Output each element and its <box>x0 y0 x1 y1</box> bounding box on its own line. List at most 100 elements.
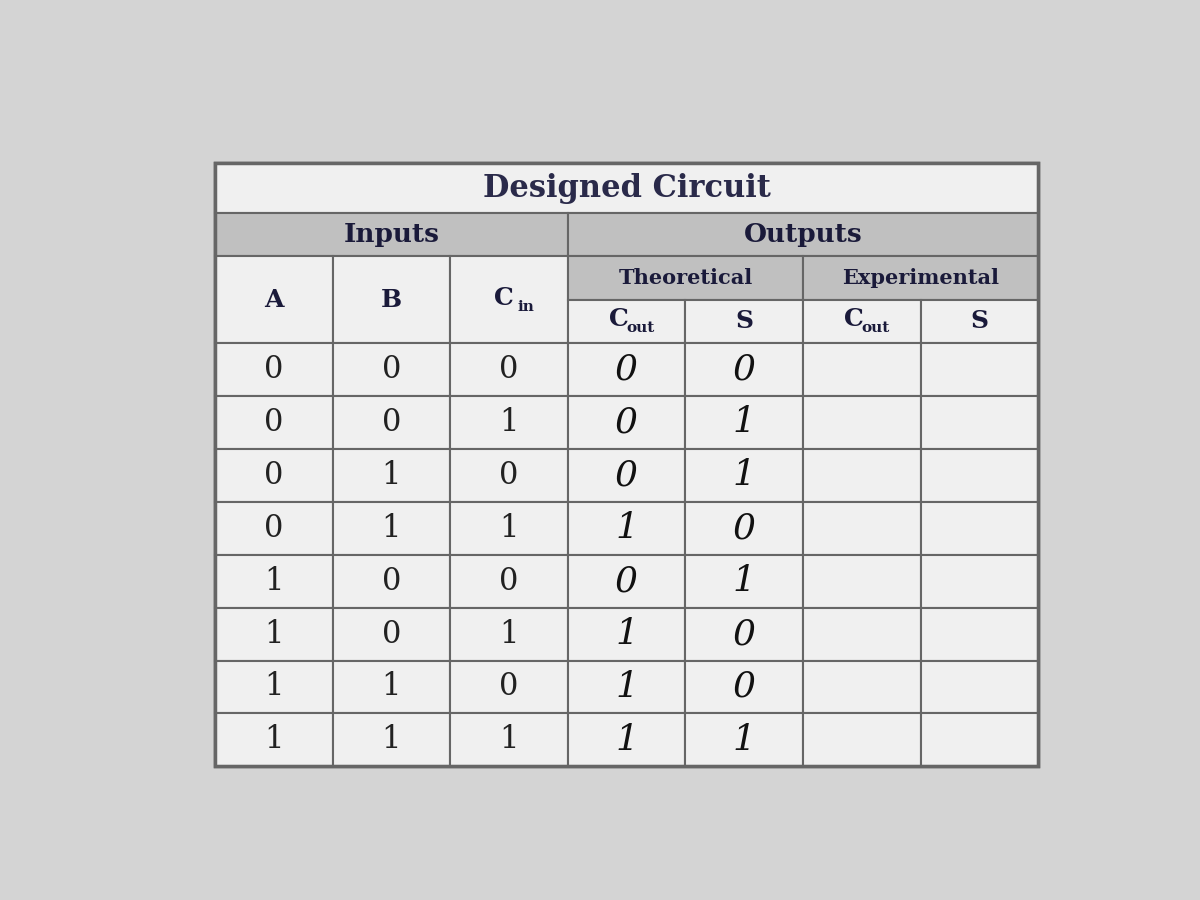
Bar <box>215 396 332 449</box>
Bar <box>450 714 568 767</box>
Text: 1: 1 <box>499 407 518 438</box>
Text: 0: 0 <box>616 564 638 598</box>
Bar <box>803 554 920 608</box>
Text: 0: 0 <box>733 511 756 545</box>
Text: Theoretical: Theoretical <box>618 268 752 288</box>
Bar <box>568 661 685 714</box>
Text: 1: 1 <box>382 724 401 755</box>
Text: 1: 1 <box>616 670 638 704</box>
Bar <box>332 343 450 396</box>
Bar <box>803 256 1038 300</box>
Bar <box>685 343 803 396</box>
Bar <box>215 608 332 661</box>
Bar <box>685 396 803 449</box>
Text: C: C <box>610 307 629 331</box>
Bar <box>215 343 332 396</box>
Text: out: out <box>626 321 655 336</box>
Bar <box>568 300 685 343</box>
Text: in: in <box>517 300 534 313</box>
Bar <box>332 449 450 502</box>
Text: 1: 1 <box>499 513 518 544</box>
Text: 0: 0 <box>499 566 518 597</box>
Text: C: C <box>845 307 864 331</box>
Bar <box>568 396 685 449</box>
Text: Designed Circuit: Designed Circuit <box>482 173 770 203</box>
Bar <box>215 164 1038 766</box>
Bar <box>803 300 920 343</box>
Bar <box>803 714 920 767</box>
Bar <box>215 164 1038 767</box>
Text: 0: 0 <box>616 353 638 387</box>
Bar <box>685 714 803 767</box>
Text: 1: 1 <box>733 458 756 492</box>
Text: 0: 0 <box>733 670 756 704</box>
Bar <box>803 608 920 661</box>
Text: 0: 0 <box>382 407 401 438</box>
Text: 0: 0 <box>264 513 283 544</box>
Bar <box>332 714 450 767</box>
Text: 0: 0 <box>264 354 283 385</box>
Text: 0: 0 <box>616 458 638 492</box>
Bar <box>920 661 1038 714</box>
Bar <box>332 396 450 449</box>
Bar <box>332 554 450 608</box>
Bar <box>450 256 568 343</box>
Text: 1: 1 <box>264 671 283 703</box>
Bar <box>803 343 920 396</box>
Text: 1: 1 <box>382 513 401 544</box>
Bar <box>332 502 450 554</box>
Text: Inputs: Inputs <box>343 222 439 248</box>
Bar <box>215 661 332 714</box>
Text: 1: 1 <box>499 724 518 755</box>
Bar <box>920 396 1038 449</box>
Text: 1: 1 <box>616 511 638 545</box>
Text: S: S <box>971 310 989 333</box>
Text: 0: 0 <box>264 407 283 438</box>
Text: 0: 0 <box>382 354 401 385</box>
Bar <box>450 554 568 608</box>
Text: B: B <box>380 288 402 311</box>
Bar <box>803 449 920 502</box>
Bar <box>450 449 568 502</box>
Bar <box>215 502 332 554</box>
Bar <box>450 502 568 554</box>
Bar <box>685 554 803 608</box>
Bar <box>568 256 803 300</box>
Text: 0: 0 <box>733 617 756 651</box>
Text: 1: 1 <box>733 564 756 598</box>
Bar <box>920 608 1038 661</box>
Text: out: out <box>862 321 890 336</box>
Bar <box>568 213 1038 256</box>
Bar <box>568 502 685 554</box>
Bar <box>215 714 332 767</box>
Bar <box>920 343 1038 396</box>
Bar <box>685 502 803 554</box>
Bar <box>450 343 568 396</box>
Text: 1: 1 <box>733 723 756 757</box>
Bar <box>920 554 1038 608</box>
Text: Outputs: Outputs <box>744 222 863 248</box>
Text: 1: 1 <box>382 460 401 491</box>
Text: 0: 0 <box>382 566 401 597</box>
Text: 1: 1 <box>382 671 401 703</box>
Text: 1: 1 <box>264 566 283 597</box>
Bar <box>215 554 332 608</box>
Text: S: S <box>736 310 754 333</box>
Text: 1: 1 <box>264 618 283 650</box>
Bar <box>332 256 450 343</box>
Text: 1: 1 <box>499 618 518 650</box>
Text: 0: 0 <box>499 354 518 385</box>
Text: 0: 0 <box>499 671 518 703</box>
Bar <box>685 608 803 661</box>
Text: 0: 0 <box>616 406 638 439</box>
Bar <box>215 213 568 256</box>
Bar <box>215 449 332 502</box>
Text: 0: 0 <box>382 618 401 650</box>
Text: C: C <box>494 286 515 310</box>
Bar <box>803 661 920 714</box>
Bar <box>568 608 685 661</box>
Bar <box>450 661 568 714</box>
Bar <box>450 396 568 449</box>
Text: 1: 1 <box>264 724 283 755</box>
Text: 0: 0 <box>264 460 283 491</box>
